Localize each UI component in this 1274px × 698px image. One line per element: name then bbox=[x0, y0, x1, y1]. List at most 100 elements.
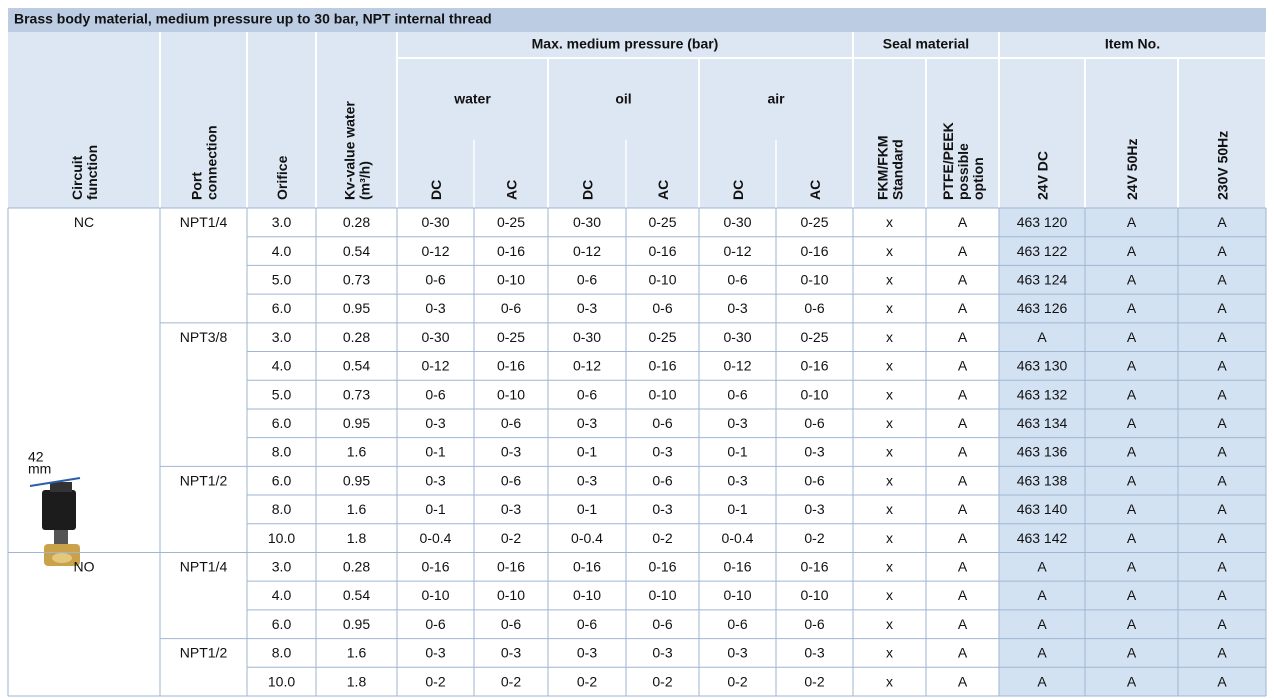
cell: A bbox=[1217, 358, 1227, 374]
cell: 0-3 bbox=[727, 300, 747, 316]
cell: A bbox=[1127, 616, 1137, 632]
cell: A bbox=[1217, 271, 1227, 287]
cell: 0-6 bbox=[727, 616, 747, 632]
cell: A bbox=[958, 214, 968, 230]
column-label: DC bbox=[428, 180, 444, 200]
subgroup-label: water bbox=[453, 91, 491, 107]
cell: A bbox=[958, 587, 968, 603]
column-label: option bbox=[970, 157, 986, 200]
cell: A bbox=[958, 616, 968, 632]
cell: 463 142 bbox=[1017, 530, 1068, 546]
cell: 10.0 bbox=[268, 673, 295, 689]
cell: 0-2 bbox=[577, 673, 597, 689]
cell: x bbox=[886, 673, 893, 689]
cell: A bbox=[958, 271, 968, 287]
cell: 0-6 bbox=[652, 472, 672, 488]
cell: 0-2 bbox=[652, 673, 672, 689]
cell: 0-10 bbox=[497, 271, 525, 287]
cell: A bbox=[1127, 501, 1137, 517]
cell: 0-30 bbox=[723, 214, 751, 230]
cell: 0-2 bbox=[425, 673, 445, 689]
cell: 0.28 bbox=[343, 559, 370, 575]
column-label: possible bbox=[955, 143, 971, 200]
cell: 0-16 bbox=[497, 243, 525, 259]
cell: 0-3 bbox=[425, 415, 445, 431]
cell: x bbox=[886, 386, 893, 402]
cell: 0.95 bbox=[343, 300, 370, 316]
cell: 0-16 bbox=[800, 559, 828, 575]
cell: 5.0 bbox=[272, 386, 292, 402]
cell: 0-3 bbox=[727, 472, 747, 488]
cell: 0.54 bbox=[343, 243, 370, 259]
cell: 0-25 bbox=[497, 329, 525, 345]
cell: 0-30 bbox=[573, 329, 601, 345]
cell: 0-16 bbox=[723, 559, 751, 575]
table-title: Brass body material, medium pressure up … bbox=[14, 11, 492, 27]
cell: A bbox=[1037, 616, 1047, 632]
cell: 0-25 bbox=[800, 214, 828, 230]
cell: 0-6 bbox=[804, 616, 824, 632]
cell: A bbox=[958, 501, 968, 517]
cell: NPT1/2 bbox=[180, 472, 228, 488]
cell: x bbox=[886, 329, 893, 345]
cell: A bbox=[958, 444, 968, 460]
cell: 0-6 bbox=[804, 472, 824, 488]
cell: NPT1/2 bbox=[180, 645, 228, 661]
cell: 0-2 bbox=[727, 673, 747, 689]
cell: 6.0 bbox=[272, 472, 292, 488]
cell: 0-2 bbox=[501, 530, 521, 546]
cell: 0-3 bbox=[652, 645, 672, 661]
cell: A bbox=[1127, 472, 1137, 488]
page: Brass body material, medium pressure up … bbox=[0, 0, 1274, 698]
column-label: (m³/h) bbox=[357, 161, 373, 200]
cell: 0-30 bbox=[723, 329, 751, 345]
cell: 0-10 bbox=[497, 587, 525, 603]
cell: 0-6 bbox=[577, 386, 597, 402]
cell: 0-3 bbox=[577, 645, 597, 661]
cell: 3.0 bbox=[272, 559, 292, 575]
cell: 0-16 bbox=[497, 358, 525, 374]
cell: A bbox=[1217, 501, 1227, 517]
cell: 0-3 bbox=[652, 444, 672, 460]
cell: NPT3/8 bbox=[180, 329, 228, 345]
cell: 463 134 bbox=[1017, 415, 1068, 431]
cell: 0-3 bbox=[425, 645, 445, 661]
cell: 0-16 bbox=[648, 559, 676, 575]
cell: 463 132 bbox=[1017, 386, 1068, 402]
cell: x bbox=[886, 415, 893, 431]
cell: 0-3 bbox=[577, 300, 597, 316]
cell: 0-1 bbox=[425, 444, 445, 460]
cell: 4.0 bbox=[272, 358, 292, 374]
cell: 0-1 bbox=[577, 444, 597, 460]
cell: 0-16 bbox=[800, 358, 828, 374]
cell: 0-6 bbox=[501, 472, 521, 488]
cell: 8.0 bbox=[272, 645, 292, 661]
cell: 0-6 bbox=[804, 300, 824, 316]
cell: 8.0 bbox=[272, 501, 292, 517]
cell: 0-0.4 bbox=[722, 530, 754, 546]
cell: A bbox=[1127, 530, 1137, 546]
cell: 0-6 bbox=[804, 415, 824, 431]
cell: 0-3 bbox=[425, 300, 445, 316]
cell: 463 130 bbox=[1017, 358, 1068, 374]
column-label: PTFE/PEEK bbox=[940, 122, 956, 200]
cell: 0-6 bbox=[652, 415, 672, 431]
cell: 0.73 bbox=[343, 271, 370, 287]
cell: x bbox=[886, 300, 893, 316]
cell: 463 120 bbox=[1017, 214, 1068, 230]
cell: 0-1 bbox=[727, 444, 747, 460]
column-label: AC bbox=[504, 180, 520, 200]
cell: 0-10 bbox=[421, 587, 449, 603]
cell: 0-1 bbox=[577, 501, 597, 517]
cell: 3.0 bbox=[272, 329, 292, 345]
cell: 0-25 bbox=[497, 214, 525, 230]
cell: 0-0.4 bbox=[420, 530, 452, 546]
column-label: connection bbox=[204, 125, 220, 200]
cell: 6.0 bbox=[272, 415, 292, 431]
cell: A bbox=[1217, 386, 1227, 402]
cell: A bbox=[958, 530, 968, 546]
cell: A bbox=[1217, 530, 1227, 546]
cell: A bbox=[1217, 472, 1227, 488]
cell: 0-16 bbox=[648, 358, 676, 374]
cell: 0-3 bbox=[501, 645, 521, 661]
